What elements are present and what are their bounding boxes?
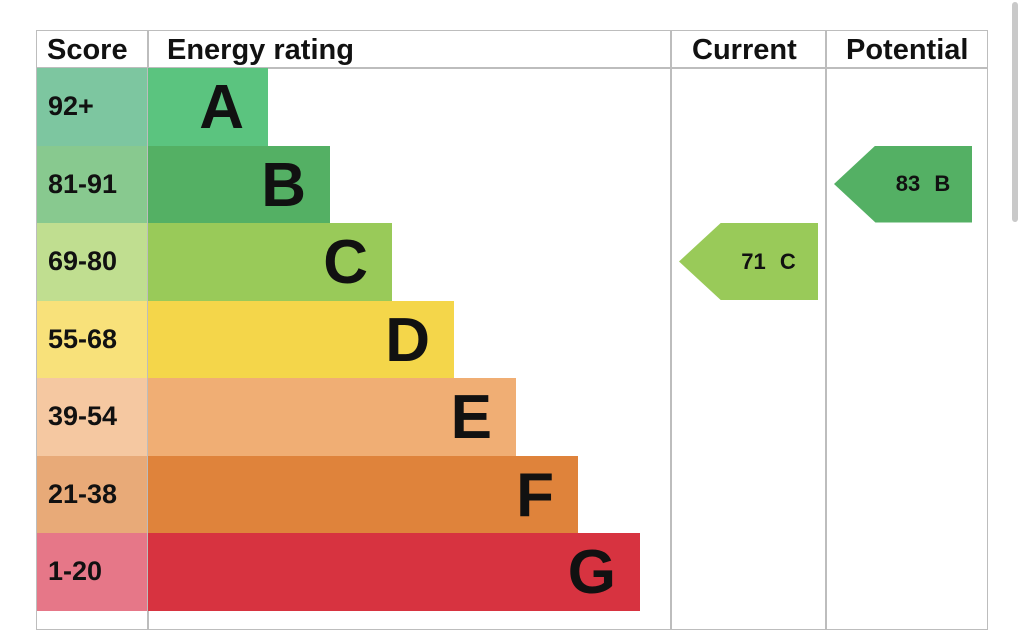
header-energy-rating: Energy rating bbox=[167, 34, 354, 66]
rating-bar-a: A bbox=[148, 68, 268, 146]
score-cell: 39-54 bbox=[37, 378, 147, 456]
current-rating-label: 71 C bbox=[741, 248, 796, 274]
scrollbar[interactable] bbox=[1012, 2, 1018, 222]
header-divider bbox=[36, 67, 988, 69]
potential-rating-label: 83 B bbox=[895, 171, 951, 196]
rating-letter: D bbox=[385, 305, 430, 375]
rating-bar-c: C bbox=[148, 223, 392, 301]
rating-letter: E bbox=[450, 383, 492, 452]
rating-bar-f: F bbox=[148, 455, 578, 533]
rating-bar-e: E bbox=[148, 378, 516, 456]
column-divider-rating bbox=[670, 30, 672, 630]
rating-letter: A bbox=[199, 73, 244, 142]
column-divider-score bbox=[147, 30, 149, 630]
rating-bar-d: D bbox=[148, 300, 454, 378]
rating-bar-b: B bbox=[148, 145, 330, 223]
score-cell: 1-20 bbox=[37, 533, 147, 611]
score-cell: 69-80 bbox=[37, 223, 147, 301]
rating-letter: B bbox=[261, 150, 306, 220]
column-divider-current bbox=[825, 30, 827, 630]
rating-bar-g: G bbox=[148, 533, 640, 611]
score-cell: 81-91 bbox=[37, 145, 147, 223]
header-potential: Potential bbox=[846, 34, 969, 66]
header-score: Score bbox=[47, 34, 128, 66]
header-current: Current bbox=[692, 34, 797, 66]
rating-letter: C bbox=[323, 228, 368, 297]
rating-letter: F bbox=[516, 460, 554, 530]
score-cell: 55-68 bbox=[37, 300, 147, 378]
rating-letter: G bbox=[567, 538, 616, 607]
score-cell: 21-38 bbox=[37, 455, 147, 533]
score-cell: 92+ bbox=[37, 68, 147, 146]
